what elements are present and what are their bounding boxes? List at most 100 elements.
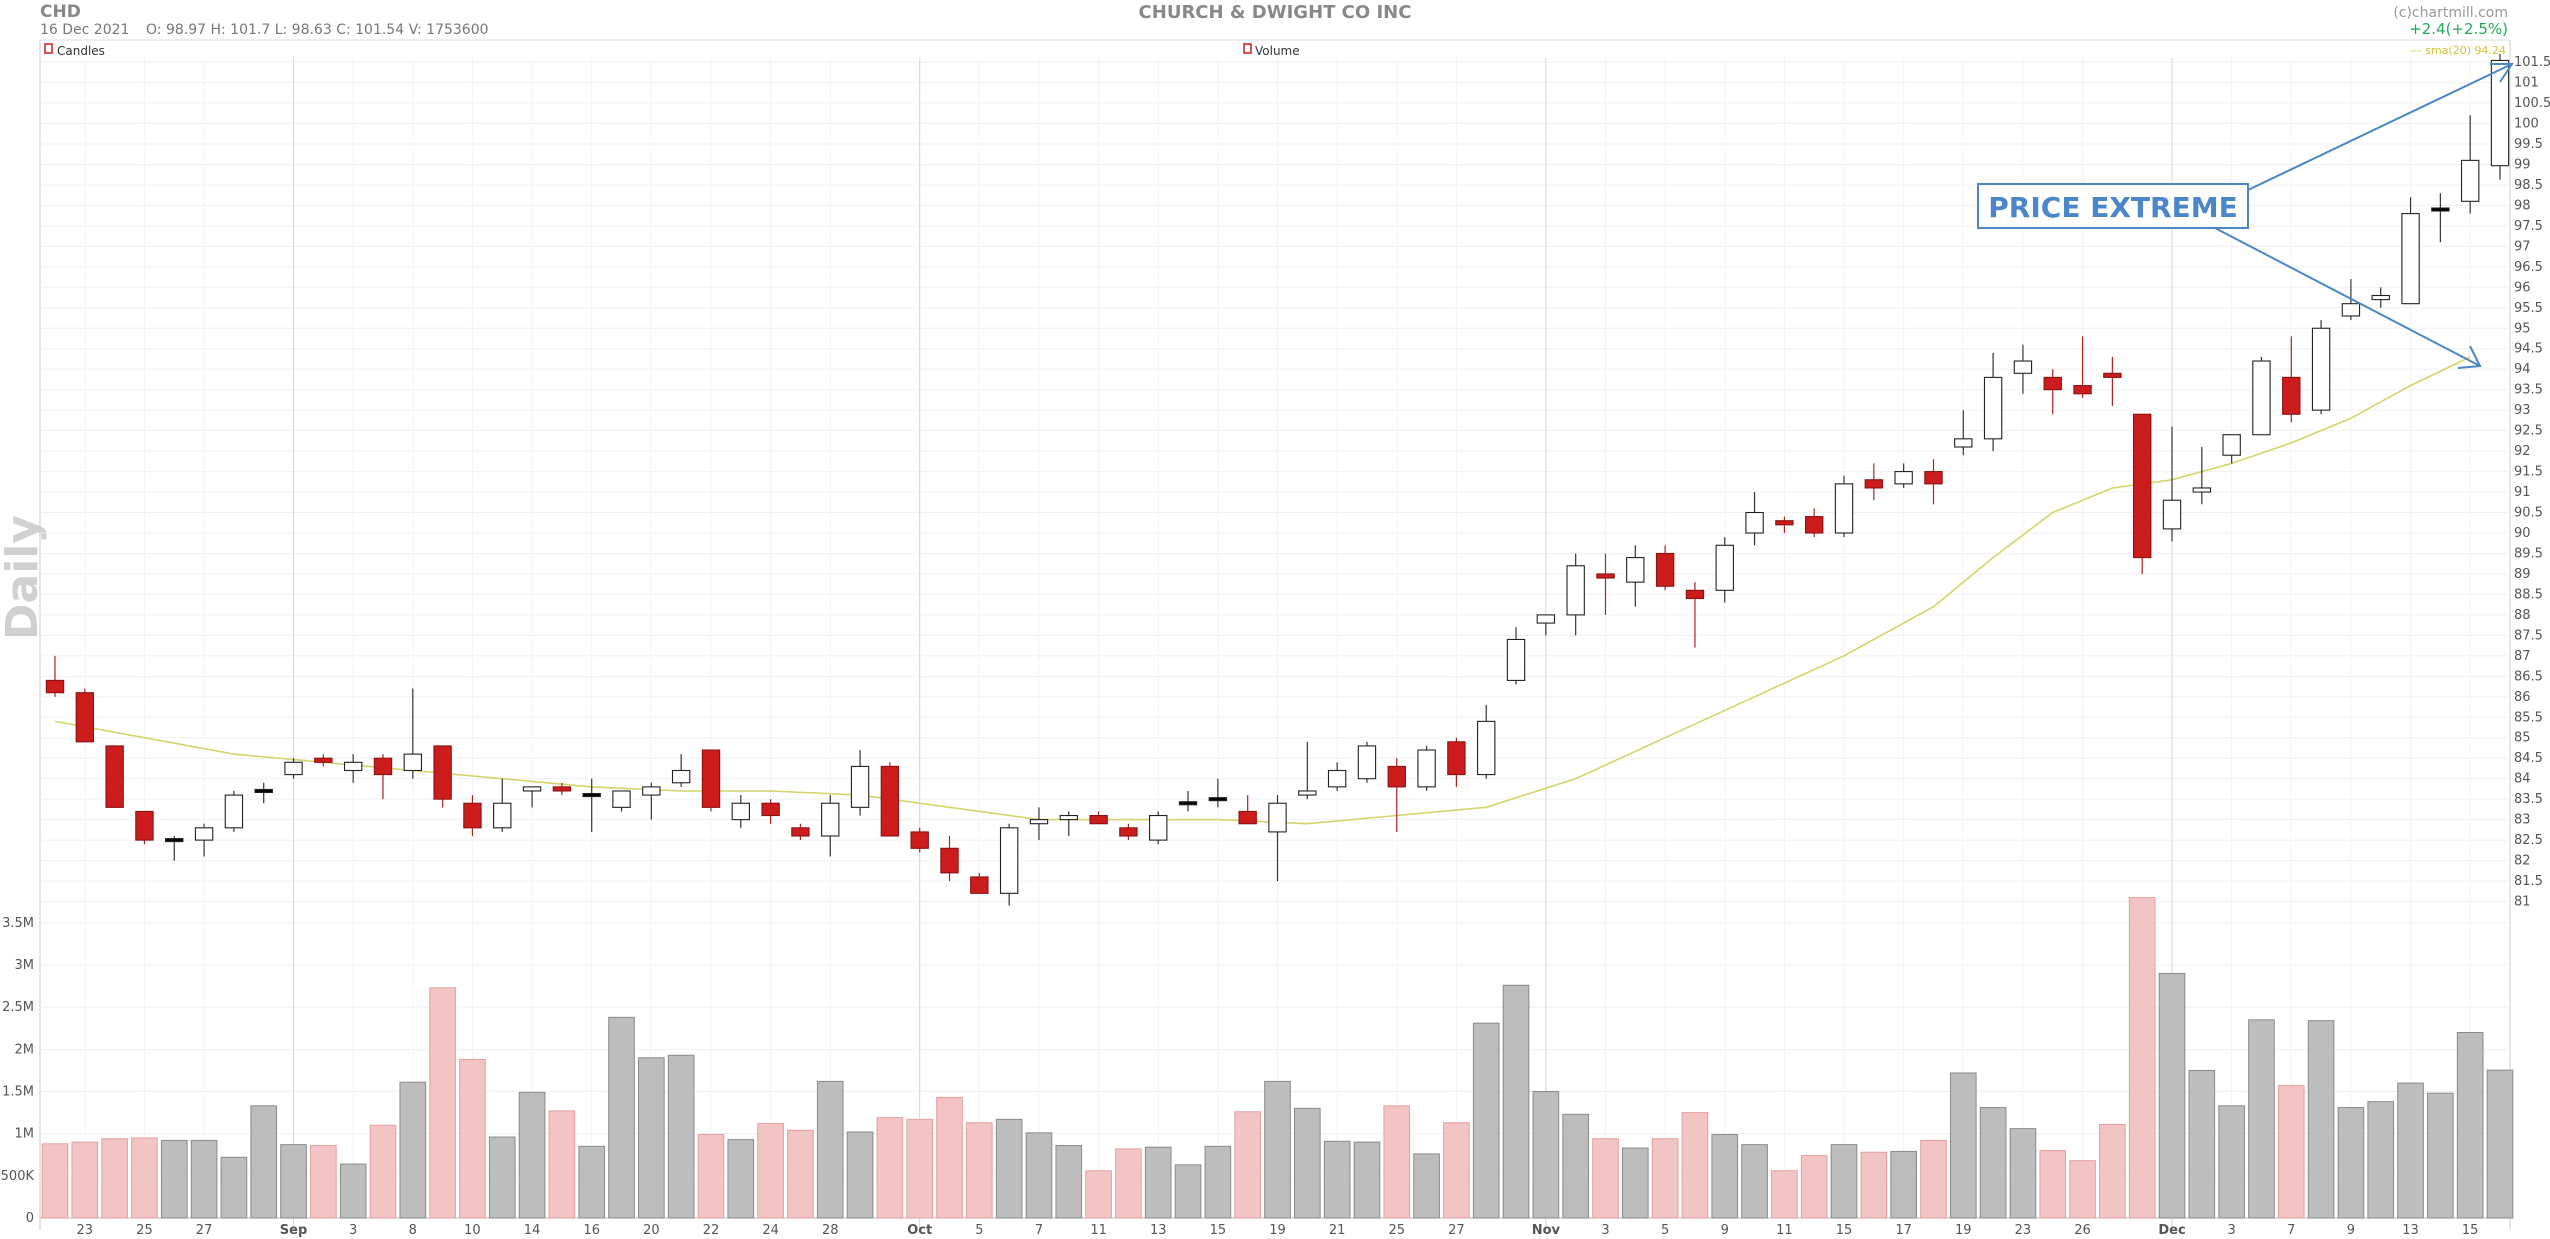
volume-bar bbox=[757, 1123, 784, 1219]
candle-body bbox=[1536, 614, 1556, 624]
candle-body bbox=[1954, 438, 1973, 448]
date-tick-label: Oct bbox=[907, 1223, 932, 1238]
volume-bar bbox=[2099, 1123, 2126, 1219]
candle-body bbox=[1268, 802, 1287, 833]
date-tick-label: 3 bbox=[349, 1223, 357, 1238]
volume-bar bbox=[2039, 1150, 2067, 1219]
volume-bar bbox=[1860, 1151, 1888, 1219]
date-tick-label: 23 bbox=[77, 1223, 94, 1238]
candle-body bbox=[2252, 360, 2271, 436]
candle-body bbox=[970, 876, 989, 894]
date-tick-label: 5 bbox=[1661, 1223, 1669, 1238]
volume-bar bbox=[250, 1105, 278, 1219]
candle-body bbox=[2460, 159, 2480, 202]
candle-body bbox=[194, 827, 214, 841]
date-tick-label: 16 bbox=[583, 1223, 600, 1238]
volume-bar bbox=[1800, 1155, 1828, 1219]
volume-bar bbox=[1830, 1144, 1858, 1219]
candle-body bbox=[671, 769, 691, 784]
volume-bar bbox=[2486, 1069, 2514, 1219]
candle-body bbox=[2013, 360, 2033, 374]
date-tick-label: 7 bbox=[2287, 1223, 2295, 1238]
volume-bar bbox=[638, 1057, 665, 1219]
legend-volume: Volume bbox=[1243, 43, 1300, 58]
date-tick-label: 25 bbox=[136, 1223, 153, 1238]
candle-body bbox=[224, 794, 244, 829]
price-tick-label: 100.5 bbox=[2514, 96, 2550, 111]
legend-candles-label: Candles bbox=[57, 44, 105, 58]
legend-candles: Candles bbox=[44, 43, 105, 58]
candle-body bbox=[522, 786, 542, 792]
price-tick-label: 99 bbox=[2514, 157, 2531, 172]
price-tick-label: 100 bbox=[2514, 117, 2539, 132]
annotation-arrowhead-top bbox=[2490, 63, 2514, 83]
volume-bar bbox=[2009, 1128, 2037, 1219]
candle-body bbox=[1029, 819, 1049, 825]
candle-body bbox=[1685, 589, 1705, 600]
date-tick-label: 7 bbox=[1035, 1223, 1043, 1238]
volume-bar bbox=[697, 1134, 725, 1219]
candle-body bbox=[1566, 565, 1585, 616]
price-tick-label: 101.5 bbox=[2514, 55, 2550, 70]
price-tick-label: 99.5 bbox=[2514, 137, 2543, 152]
candle-body bbox=[75, 692, 95, 743]
price-tick-label: 81.5 bbox=[2514, 874, 2543, 889]
timeframe-label: Daily bbox=[0, 515, 48, 640]
volume-bar bbox=[1055, 1144, 1083, 1219]
volume-bar bbox=[1264, 1080, 1291, 1219]
bar-date: 16 Dec 2021 bbox=[40, 22, 129, 38]
volume-bar bbox=[1025, 1132, 1053, 1219]
price-tick-label: 93.5 bbox=[2514, 383, 2543, 398]
price-tick-label: 95 bbox=[2514, 321, 2531, 336]
candle-body bbox=[1775, 520, 1794, 526]
price-tick-label: 94.5 bbox=[2514, 342, 2543, 357]
volume-bar bbox=[220, 1156, 248, 1219]
volume-bar bbox=[876, 1117, 904, 1219]
candle-body bbox=[2103, 372, 2122, 378]
volume-bar bbox=[1502, 984, 1530, 1219]
volume-bar bbox=[1413, 1153, 1440, 1219]
volume-bar bbox=[1383, 1105, 1411, 1219]
date-tick-label: 14 bbox=[524, 1223, 541, 1238]
candle-body bbox=[314, 757, 333, 763]
candle-body bbox=[731, 802, 750, 821]
price-tick-label: 82 bbox=[2514, 854, 2531, 869]
candle-body bbox=[880, 765, 900, 837]
candle-body bbox=[1119, 827, 1138, 837]
date-tick-label: 15 bbox=[1836, 1223, 1853, 1238]
date-tick-label: 25 bbox=[1388, 1223, 1405, 1238]
volume-tick-label: 1.5M bbox=[2, 1085, 34, 1100]
date-tick-label: 22 bbox=[703, 1223, 720, 1238]
candle-body bbox=[1089, 814, 1108, 825]
volume-bar bbox=[1681, 1112, 1709, 1219]
annotation-label: PRICE EXTREME bbox=[1988, 191, 2237, 224]
price-tick-label: 96.5 bbox=[2514, 260, 2543, 275]
date-tick-label: 23 bbox=[2015, 1223, 2032, 1238]
date-tick-label: 11 bbox=[1776, 1223, 1793, 1238]
candle-body bbox=[2311, 327, 2331, 411]
volume-bar bbox=[1592, 1138, 1619, 1219]
candle-body bbox=[910, 831, 929, 849]
candle-body bbox=[1059, 814, 1078, 821]
date-tick-label: 3 bbox=[2228, 1223, 2236, 1238]
volume-bar bbox=[816, 1080, 844, 1219]
volume-bar bbox=[1234, 1111, 1262, 1219]
volume-bar bbox=[1651, 1138, 1679, 1219]
volume-bar bbox=[429, 987, 456, 1219]
candle-body bbox=[1715, 544, 1734, 591]
date-tick-label: 27 bbox=[1448, 1223, 1465, 1238]
candle-body bbox=[2282, 376, 2301, 415]
date-tick-label: 19 bbox=[1955, 1223, 1972, 1238]
candle-body bbox=[1298, 790, 1317, 796]
candle-body bbox=[1745, 511, 1764, 534]
price-tick-label: 81 bbox=[2514, 895, 2531, 910]
date-tick-label: 27 bbox=[196, 1223, 213, 1238]
volume-bar bbox=[518, 1091, 546, 1219]
candle-body bbox=[1178, 801, 1198, 806]
volume-bar bbox=[101, 1138, 128, 1219]
date-tick-label: 13 bbox=[1150, 1223, 1167, 1238]
candle-body bbox=[1149, 814, 1168, 841]
volume-bar bbox=[280, 1144, 307, 1219]
date-tick-label: 11 bbox=[1090, 1223, 1107, 1238]
date-tick-label: 9 bbox=[1721, 1223, 1729, 1238]
